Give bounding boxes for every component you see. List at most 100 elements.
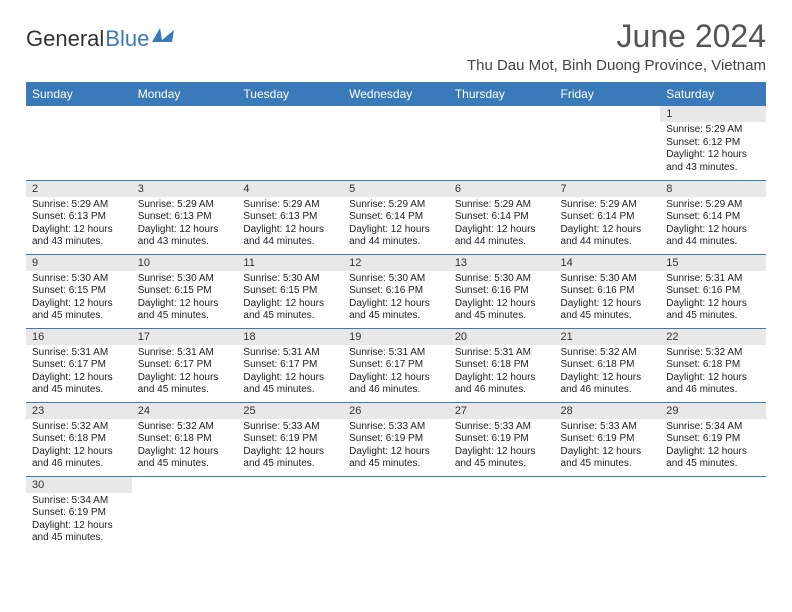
- sunset-text: Sunset: 6:18 PM: [666, 359, 760, 372]
- sunset-text: Sunset: 6:19 PM: [561, 433, 655, 446]
- day-details: Sunrise: 5:29 AMSunset: 6:13 PMDaylight:…: [132, 197, 238, 253]
- calendar-cell: 13Sunrise: 5:30 AMSunset: 6:16 PMDayligh…: [449, 254, 555, 328]
- sunset-text: Sunset: 6:14 PM: [349, 211, 443, 224]
- sunrise-text: Sunrise: 5:31 AM: [243, 347, 337, 360]
- day-details: Sunrise: 5:30 AMSunset: 6:16 PMDaylight:…: [555, 271, 661, 327]
- calendar-cell: 23Sunrise: 5:32 AMSunset: 6:18 PMDayligh…: [26, 402, 132, 476]
- sunset-text: Sunset: 6:19 PM: [455, 433, 549, 446]
- day-number: 14: [555, 255, 661, 271]
- calendar-cell: 6Sunrise: 5:29 AMSunset: 6:14 PMDaylight…: [449, 180, 555, 254]
- sunrise-text: Sunrise: 5:29 AM: [138, 199, 232, 212]
- calendar-cell: 27Sunrise: 5:33 AMSunset: 6:19 PMDayligh…: [449, 402, 555, 476]
- daylight-text: Daylight: 12 hours and 46 minutes.: [349, 372, 443, 397]
- calendar-cell: [343, 106, 449, 180]
- day-number: 22: [660, 329, 766, 345]
- sunset-text: Sunset: 6:14 PM: [455, 211, 549, 224]
- daylight-text: Daylight: 12 hours and 45 minutes.: [138, 446, 232, 471]
- sunset-text: Sunset: 6:14 PM: [666, 211, 760, 224]
- day-number: 1: [660, 106, 766, 122]
- calendar-cell: 30Sunrise: 5:34 AMSunset: 6:19 PMDayligh…: [26, 476, 132, 550]
- sunrise-text: Sunrise: 5:33 AM: [561, 421, 655, 434]
- daylight-text: Daylight: 12 hours and 46 minutes.: [666, 372, 760, 397]
- sunrise-text: Sunrise: 5:30 AM: [349, 273, 443, 286]
- day-number: 18: [237, 329, 343, 345]
- sunset-text: Sunset: 6:19 PM: [666, 433, 760, 446]
- sunset-text: Sunset: 6:17 PM: [349, 359, 443, 372]
- weekday-monday: Monday: [132, 82, 238, 106]
- daylight-text: Daylight: 12 hours and 45 minutes.: [32, 298, 126, 323]
- day-number: 11: [237, 255, 343, 271]
- calendar-table: Sunday Monday Tuesday Wednesday Thursday…: [26, 82, 766, 550]
- sunrise-text: Sunrise: 5:31 AM: [666, 273, 760, 286]
- logo: General Blue: [26, 18, 178, 52]
- calendar-cell: [555, 106, 661, 180]
- sunrise-text: Sunrise: 5:31 AM: [138, 347, 232, 360]
- calendar-cell: [237, 106, 343, 180]
- sunset-text: Sunset: 6:18 PM: [32, 433, 126, 446]
- calendar-cell: 29Sunrise: 5:34 AMSunset: 6:19 PMDayligh…: [660, 402, 766, 476]
- calendar-cell: 1Sunrise: 5:29 AMSunset: 6:12 PMDaylight…: [660, 106, 766, 180]
- daylight-text: Daylight: 12 hours and 43 minutes.: [666, 149, 760, 174]
- sunrise-text: Sunrise: 5:34 AM: [32, 495, 126, 508]
- day-details: Sunrise: 5:31 AMSunset: 6:17 PMDaylight:…: [343, 345, 449, 401]
- logo-text-blue: Blue: [105, 26, 149, 52]
- day-details: Sunrise: 5:29 AMSunset: 6:13 PMDaylight:…: [26, 197, 132, 253]
- calendar-cell: 3Sunrise: 5:29 AMSunset: 6:13 PMDaylight…: [132, 180, 238, 254]
- calendar-cell: [26, 106, 132, 180]
- weekday-header-row: Sunday Monday Tuesday Wednesday Thursday…: [26, 82, 766, 106]
- sunrise-text: Sunrise: 5:30 AM: [32, 273, 126, 286]
- day-details: Sunrise: 5:32 AMSunset: 6:18 PMDaylight:…: [555, 345, 661, 401]
- sunset-text: Sunset: 6:13 PM: [32, 211, 126, 224]
- day-details: Sunrise: 5:33 AMSunset: 6:19 PMDaylight:…: [343, 419, 449, 475]
- daylight-text: Daylight: 12 hours and 45 minutes.: [32, 372, 126, 397]
- calendar-week-row: 16Sunrise: 5:31 AMSunset: 6:17 PMDayligh…: [26, 328, 766, 402]
- sunset-text: Sunset: 6:15 PM: [32, 285, 126, 298]
- daylight-text: Daylight: 12 hours and 45 minutes.: [455, 298, 549, 323]
- sunset-text: Sunset: 6:13 PM: [138, 211, 232, 224]
- sunset-text: Sunset: 6:16 PM: [455, 285, 549, 298]
- sunrise-text: Sunrise: 5:29 AM: [666, 124, 760, 137]
- weekday-friday: Friday: [555, 82, 661, 106]
- calendar-cell: [237, 476, 343, 550]
- day-number: 25: [237, 403, 343, 419]
- daylight-text: Daylight: 12 hours and 45 minutes.: [243, 298, 337, 323]
- calendar-cell: 11Sunrise: 5:30 AMSunset: 6:15 PMDayligh…: [237, 254, 343, 328]
- weekday-saturday: Saturday: [660, 82, 766, 106]
- calendar-cell: 24Sunrise: 5:32 AMSunset: 6:18 PMDayligh…: [132, 402, 238, 476]
- sunrise-text: Sunrise: 5:31 AM: [349, 347, 443, 360]
- calendar-week-row: 30Sunrise: 5:34 AMSunset: 6:19 PMDayligh…: [26, 476, 766, 550]
- sunset-text: Sunset: 6:16 PM: [666, 285, 760, 298]
- daylight-text: Daylight: 12 hours and 45 minutes.: [561, 446, 655, 471]
- day-details: Sunrise: 5:29 AMSunset: 6:14 PMDaylight:…: [555, 197, 661, 253]
- day-details: Sunrise: 5:31 AMSunset: 6:17 PMDaylight:…: [132, 345, 238, 401]
- sunrise-text: Sunrise: 5:29 AM: [32, 199, 126, 212]
- sunrise-text: Sunrise: 5:33 AM: [349, 421, 443, 434]
- day-details: Sunrise: 5:30 AMSunset: 6:15 PMDaylight:…: [132, 271, 238, 327]
- day-number: 28: [555, 403, 661, 419]
- day-details: Sunrise: 5:29 AMSunset: 6:14 PMDaylight:…: [449, 197, 555, 253]
- weekday-sunday: Sunday: [26, 82, 132, 106]
- day-details: Sunrise: 5:30 AMSunset: 6:15 PMDaylight:…: [26, 271, 132, 327]
- day-number: 12: [343, 255, 449, 271]
- daylight-text: Daylight: 12 hours and 44 minutes.: [243, 224, 337, 249]
- daylight-text: Daylight: 12 hours and 43 minutes.: [138, 224, 232, 249]
- sunrise-text: Sunrise: 5:29 AM: [349, 199, 443, 212]
- day-details: Sunrise: 5:31 AMSunset: 6:18 PMDaylight:…: [449, 345, 555, 401]
- sunset-text: Sunset: 6:17 PM: [138, 359, 232, 372]
- daylight-text: Daylight: 12 hours and 45 minutes.: [138, 372, 232, 397]
- daylight-text: Daylight: 12 hours and 45 minutes.: [243, 372, 337, 397]
- daylight-text: Daylight: 12 hours and 45 minutes.: [349, 298, 443, 323]
- day-details: Sunrise: 5:29 AMSunset: 6:14 PMDaylight:…: [343, 197, 449, 253]
- day-details: Sunrise: 5:31 AMSunset: 6:17 PMDaylight:…: [237, 345, 343, 401]
- sunrise-text: Sunrise: 5:30 AM: [138, 273, 232, 286]
- daylight-text: Daylight: 12 hours and 46 minutes.: [32, 446, 126, 471]
- day-number: 21: [555, 329, 661, 345]
- location-text: Thu Dau Mot, Binh Duong Province, Vietna…: [467, 57, 766, 74]
- day-details: Sunrise: 5:32 AMSunset: 6:18 PMDaylight:…: [132, 419, 238, 475]
- day-number: 19: [343, 329, 449, 345]
- sunrise-text: Sunrise: 5:29 AM: [243, 199, 337, 212]
- day-details: Sunrise: 5:31 AMSunset: 6:17 PMDaylight:…: [26, 345, 132, 401]
- sunrise-text: Sunrise: 5:32 AM: [561, 347, 655, 360]
- day-number: 15: [660, 255, 766, 271]
- day-details: Sunrise: 5:33 AMSunset: 6:19 PMDaylight:…: [237, 419, 343, 475]
